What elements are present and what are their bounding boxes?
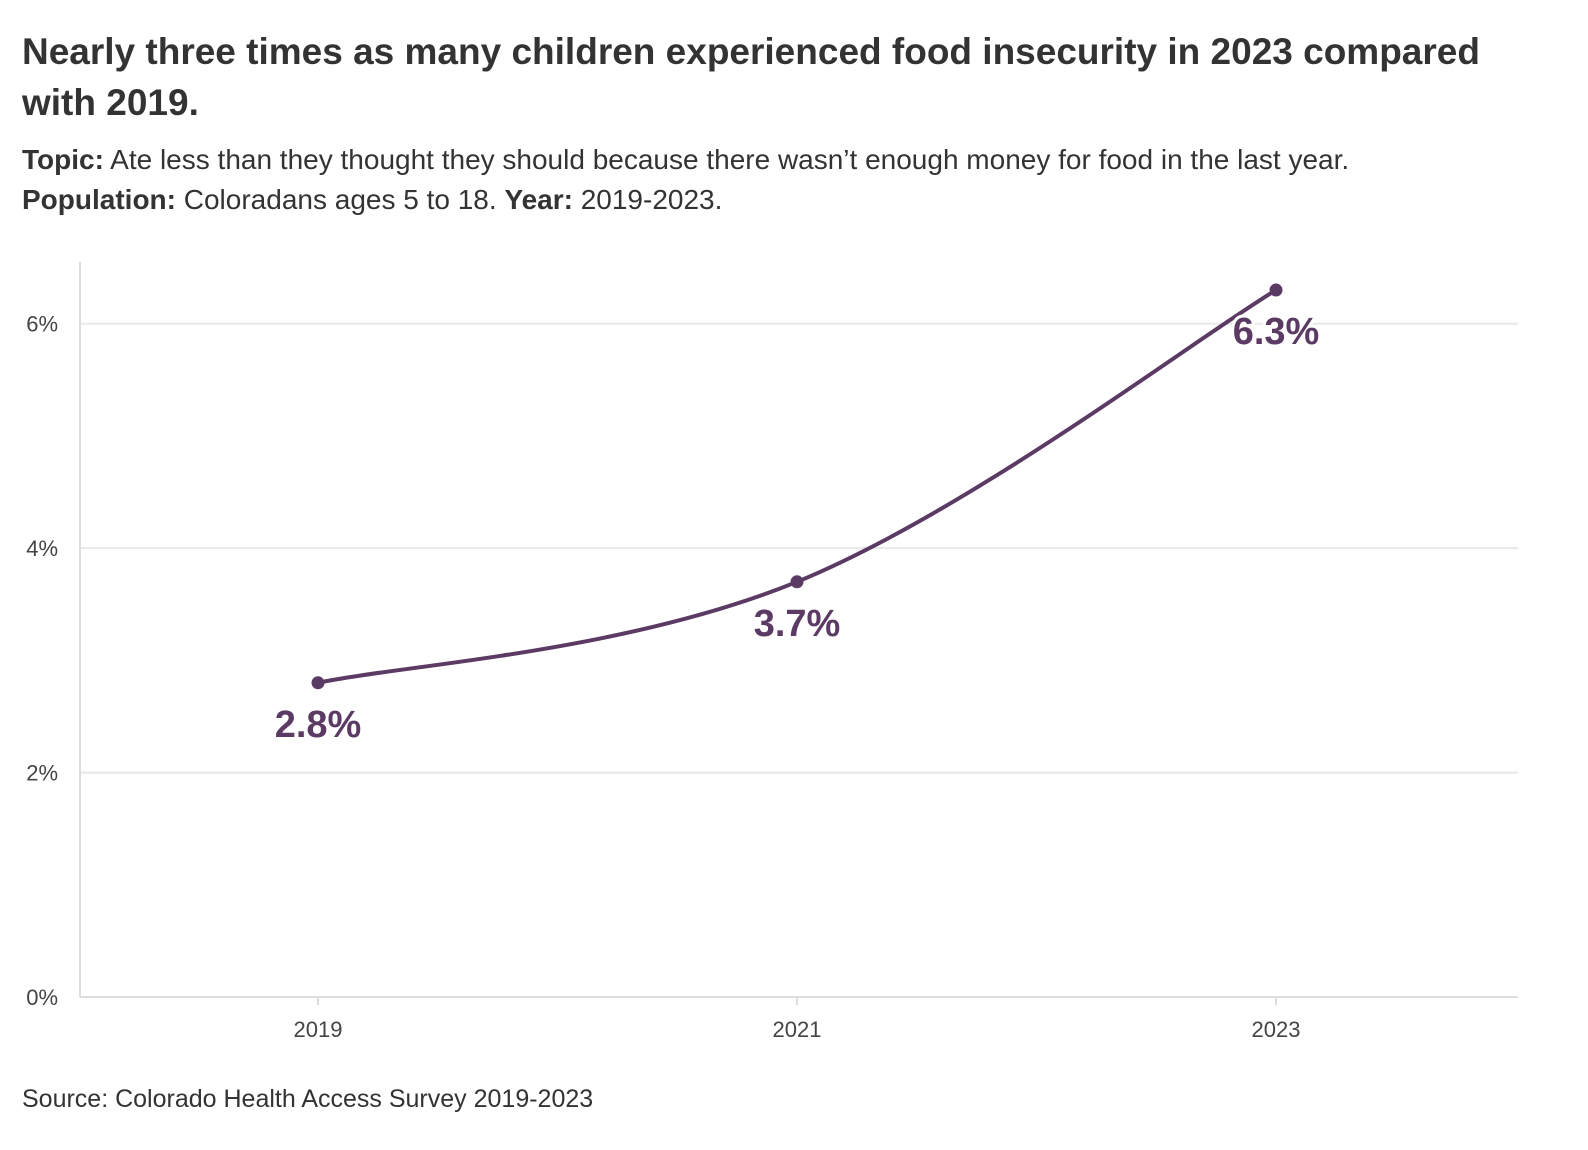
year-label: Year:: [504, 184, 573, 215]
population-text: Coloradans ages 5 to 18.: [175, 184, 505, 215]
population-row: Population: Coloradans ages 5 to 18. Yea…: [22, 184, 722, 215]
series-layer: [311, 283, 1283, 690]
data-label-2021: 3.7%: [754, 603, 841, 645]
y-tick-label: 2%: [26, 761, 58, 786]
x-tick-label: 2019: [294, 1017, 343, 1042]
y-tick-label: 4%: [26, 536, 58, 561]
x-axis-ticks: 2019 2021 2023: [294, 997, 1301, 1042]
chart-subtitle: Topic: Ate less than they thought they s…: [22, 140, 1562, 220]
topic-label: Topic:: [22, 144, 104, 175]
x-tick-label: 2021: [773, 1017, 822, 1042]
population-label: Population:: [22, 184, 176, 215]
data-point-2019: [311, 676, 325, 690]
source-note: Source: Colorado Health Access Survey 20…: [22, 1085, 594, 1113]
topic-row: Topic: Ate less than they thought they s…: [22, 144, 1349, 175]
data-label-2023: 6.3%: [1233, 311, 1320, 353]
y-tick-label: 6%: [26, 312, 58, 337]
data-point-2023: [1269, 283, 1283, 297]
data-label-2019: 2.8%: [275, 704, 362, 746]
y-tick-label: 0%: [26, 985, 58, 1010]
grid-layer: [80, 322, 1518, 774]
chart-title: Nearly three times as many children expe…: [22, 31, 1480, 123]
axis-layer: [79, 262, 1518, 998]
x-tick-label: 2023: [1252, 1017, 1301, 1042]
data-point-2021: [790, 575, 804, 589]
data-label-layer: 2.8% 3.7% 6.3%: [272, 308, 1323, 749]
year-text: 2019-2023.: [572, 184, 723, 215]
y-axis-ticks: 0% 2% 4% 6%: [26, 312, 58, 1010]
topic-text: Ate less than they thought they should b…: [103, 144, 1350, 175]
